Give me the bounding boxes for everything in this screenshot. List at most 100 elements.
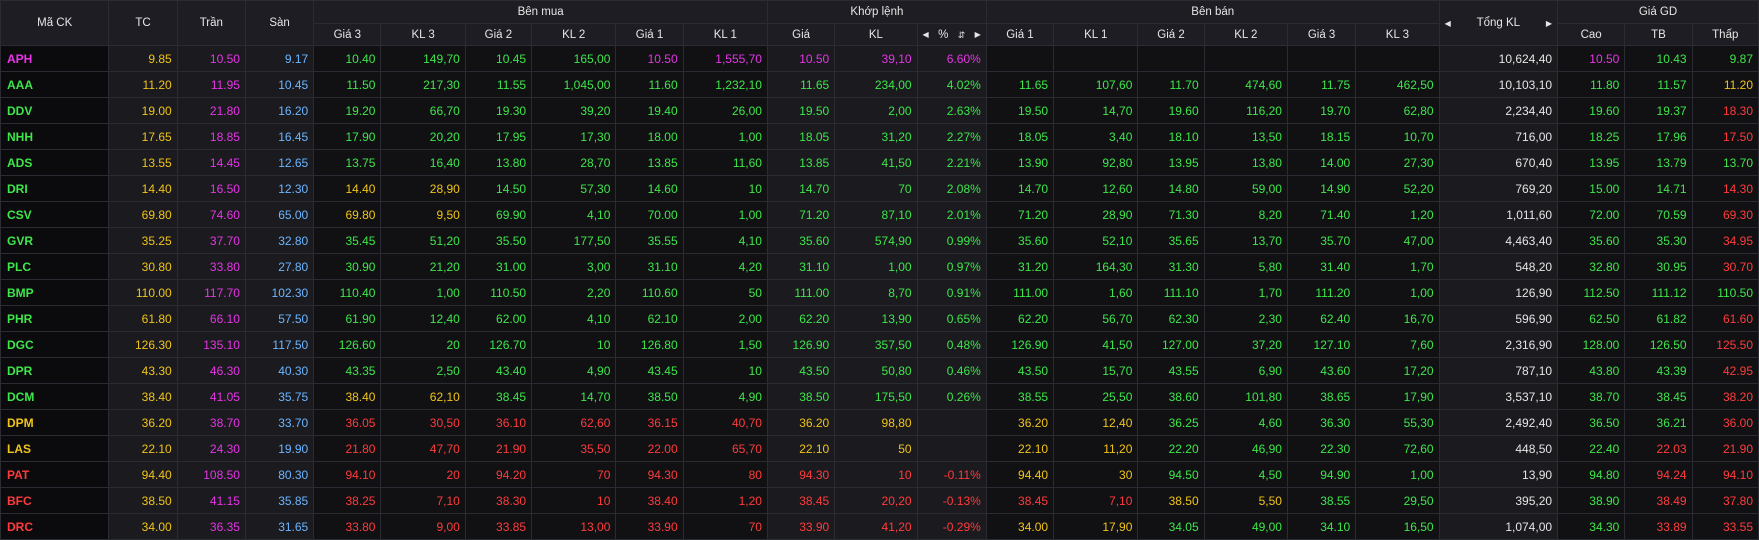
stock-code[interactable]: DPM (0, 409, 110, 436)
sell-volume-cell[interactable] (1203, 45, 1288, 72)
buy-price-cell[interactable]: 61.90 (313, 305, 382, 332)
stock-code[interactable]: PLC (0, 253, 110, 280)
sell-price-cell[interactable]: 13.95 (1137, 149, 1205, 176)
sell-volume-cell[interactable]: 47,00 (1355, 227, 1440, 254)
caret-right-icon[interactable]: ▶ (1545, 18, 1553, 28)
sell-volume-cell[interactable]: 462,50 (1355, 71, 1440, 98)
sell-price-cell[interactable]: 19.60 (1137, 97, 1205, 124)
buy-price-cell[interactable]: 17.90 (313, 123, 382, 150)
table-row[interactable]: AAA 11.20 11.95 10.45 11.50 217,30 11.55 1,045,… (0, 71, 1759, 98)
col-header-high[interactable]: Cao (1557, 23, 1626, 46)
buy-volume-cell[interactable]: 10 (682, 175, 768, 202)
stock-code[interactable]: DDV (0, 97, 110, 124)
buy-volume-cell[interactable]: 16,40 (380, 149, 466, 176)
col-header-buy-vol3[interactable]: KL 3 (380, 23, 466, 46)
buy-price-cell[interactable]: 38.40 (615, 487, 684, 514)
sell-volume-cell[interactable]: 29,50 (1355, 487, 1440, 514)
sell-price-cell[interactable]: 38.55 (985, 383, 1055, 410)
sell-price-cell[interactable] (1137, 45, 1205, 72)
stock-code[interactable]: DPR (0, 357, 110, 384)
stock-code[interactable]: CSV (0, 201, 110, 228)
buy-volume-cell[interactable]: 20 (380, 461, 466, 488)
sell-price-cell[interactable]: 35.65 (1137, 227, 1205, 254)
sell-volume-cell[interactable]: 8,20 (1203, 201, 1288, 228)
buy-price-cell[interactable]: 11.50 (313, 71, 382, 98)
sell-volume-cell[interactable]: 1,70 (1355, 253, 1440, 280)
buy-volume-cell[interactable]: 10 (682, 357, 768, 384)
sell-volume-cell[interactable]: 30 (1053, 461, 1139, 488)
buy-price-cell[interactable]: 126.70 (464, 331, 533, 358)
buy-volume-cell[interactable]: 11,60 (682, 149, 768, 176)
buy-price-cell[interactable]: 126.60 (313, 331, 382, 358)
sell-price-cell[interactable]: 36.30 (1286, 409, 1357, 436)
sell-volume-cell[interactable]: 2,30 (1203, 305, 1288, 332)
sell-price-cell[interactable]: 94.90 (1286, 461, 1357, 488)
buy-volume-cell[interactable]: 177,50 (531, 227, 617, 254)
col-header-sell-price2[interactable]: Giá 2 (1137, 23, 1205, 46)
sell-price-cell[interactable]: 35.70 (1286, 227, 1357, 254)
buy-volume-cell[interactable]: 17,30 (531, 123, 617, 150)
table-row[interactable]: BMP 110.00 117.70 102.30 110.40 1,00 110.50 2,2… (0, 279, 1759, 306)
table-row[interactable]: DPR 43.30 46.30 40.30 43.35 2,50 43.40 4,90 43.4… (0, 357, 1759, 384)
buy-price-cell[interactable]: 31.10 (615, 253, 684, 280)
buy-price-cell[interactable]: 36.15 (615, 409, 684, 436)
table-row[interactable]: PLC 30.80 33.80 27.80 30.90 21,20 31.00 3,00 31.… (0, 253, 1759, 280)
sell-volume-cell[interactable]: 14,70 (1053, 97, 1139, 124)
buy-volume-cell[interactable]: 20,20 (380, 123, 466, 150)
stock-code[interactable]: DCM (0, 383, 110, 410)
sell-price-cell[interactable]: 18.10 (1137, 123, 1205, 150)
buy-price-cell[interactable]: 14.60 (615, 175, 684, 202)
sell-price-cell[interactable]: 22.30 (1286, 435, 1357, 462)
table-row[interactable]: DGC 126.30 135.10 117.50 126.60 20 126.70 10 126… (0, 331, 1759, 358)
sell-price-cell[interactable]: 38.55 (1286, 487, 1357, 514)
sell-volume-cell[interactable]: 27,30 (1355, 149, 1440, 176)
sell-price-cell[interactable]: 19.50 (985, 97, 1055, 124)
buy-price-cell[interactable]: 19.20 (313, 97, 382, 124)
buy-price-cell[interactable]: 110.50 (464, 279, 533, 306)
table-row[interactable]: DRI 14.40 16.50 12.30 14.40 28,90 14.50 57,30 14… (0, 175, 1759, 202)
table-row[interactable]: DDV 19.00 21.80 16.20 19.20 66,70 19.30 39,20 19… (0, 97, 1759, 124)
buy-volume-cell[interactable]: 1,555,70 (682, 45, 768, 72)
sell-volume-cell[interactable]: 62,80 (1355, 97, 1440, 124)
col-header-buy-vol1[interactable]: KL 1 (682, 23, 768, 46)
buy-price-cell[interactable]: 38.25 (313, 487, 382, 514)
col-header-ref[interactable]: TC (108, 0, 178, 46)
sell-volume-cell[interactable]: 10,70 (1355, 123, 1440, 150)
col-header-buy-vol2[interactable]: KL 2 (531, 23, 617, 46)
sell-price-cell[interactable]: 111.20 (1286, 279, 1357, 306)
sell-volume-cell[interactable]: 46,90 (1203, 435, 1288, 462)
sell-price-cell[interactable]: 19.70 (1286, 97, 1357, 124)
sell-price-cell[interactable]: 71.40 (1286, 201, 1357, 228)
sell-volume-cell[interactable]: 5,80 (1203, 253, 1288, 280)
stock-code[interactable]: ADS (0, 149, 110, 176)
buy-price-cell[interactable]: 18.00 (615, 123, 684, 150)
sell-volume-cell[interactable]: 1,20 (1355, 201, 1440, 228)
buy-price-cell[interactable]: 70.00 (615, 201, 684, 228)
buy-volume-cell[interactable]: 26,00 (682, 97, 768, 124)
buy-volume-cell[interactable]: 14,70 (531, 383, 617, 410)
buy-price-cell[interactable]: 11.55 (464, 71, 533, 98)
buy-price-cell[interactable]: 62.00 (464, 305, 533, 332)
buy-price-cell[interactable]: 43.40 (464, 357, 533, 384)
sell-price-cell[interactable]: 11.70 (1137, 71, 1205, 98)
col-header-match-pct[interactable]: ◀ % ⇵ ▶ (916, 23, 987, 46)
col-header-code[interactable]: Mã CK (0, 0, 110, 46)
sell-volume-cell[interactable]: 116,20 (1203, 97, 1288, 124)
stock-code[interactable]: AAA (0, 71, 110, 98)
buy-price-cell[interactable]: 35.45 (313, 227, 382, 254)
buy-price-cell[interactable]: 43.45 (615, 357, 684, 384)
buy-price-cell[interactable]: 94.30 (615, 461, 684, 488)
sell-volume-cell[interactable]: 92,80 (1053, 149, 1139, 176)
sell-volume-cell[interactable]: 17,90 (1355, 383, 1440, 410)
sell-price-cell[interactable] (985, 45, 1055, 72)
sell-volume-cell[interactable]: 6,90 (1203, 357, 1288, 384)
col-header-match-vol[interactable]: KL (834, 23, 918, 46)
sell-volume-cell[interactable]: 41,50 (1053, 331, 1139, 358)
col-header-sell-price1[interactable]: Giá 1 (985, 23, 1055, 46)
buy-price-cell[interactable]: 21.90 (464, 435, 533, 462)
sort-icon[interactable]: ⇵ (957, 29, 966, 40)
buy-price-cell[interactable]: 10.40 (313, 45, 382, 72)
buy-volume-cell[interactable]: 4,20 (682, 253, 768, 280)
sell-price-cell[interactable]: 18.05 (985, 123, 1055, 150)
buy-volume-cell[interactable]: 217,30 (380, 71, 466, 98)
